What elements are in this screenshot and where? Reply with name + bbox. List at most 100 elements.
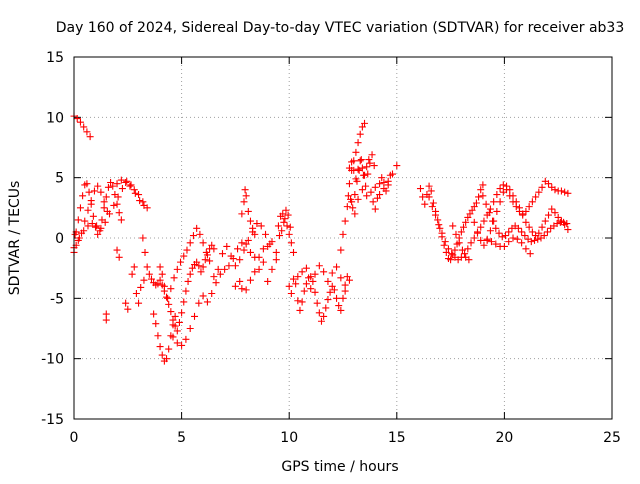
y-tick-label: 5 bbox=[55, 171, 64, 187]
data-point bbox=[564, 226, 572, 234]
data-point bbox=[486, 205, 494, 213]
data-point bbox=[202, 248, 210, 256]
data-point bbox=[117, 176, 125, 184]
data-point bbox=[455, 239, 463, 247]
data-point bbox=[214, 265, 222, 273]
data-point bbox=[284, 211, 292, 219]
data-point bbox=[317, 317, 325, 325]
data-point bbox=[538, 183, 546, 191]
data-point bbox=[509, 234, 517, 242]
data-point bbox=[561, 188, 569, 196]
data-point bbox=[527, 238, 535, 246]
data-point bbox=[361, 171, 369, 179]
data-point bbox=[564, 189, 572, 197]
data-point bbox=[259, 245, 267, 253]
data-point bbox=[515, 204, 523, 212]
data-point bbox=[97, 224, 105, 232]
data-point bbox=[216, 270, 224, 278]
data-point bbox=[470, 203, 478, 211]
data-point bbox=[191, 312, 199, 320]
data-point bbox=[393, 162, 401, 170]
data-point bbox=[132, 290, 140, 298]
data-point bbox=[180, 252, 188, 260]
data-point bbox=[311, 270, 319, 278]
data-point bbox=[461, 250, 469, 258]
data-point bbox=[337, 246, 345, 254]
data-point bbox=[427, 187, 435, 195]
data-point bbox=[337, 274, 345, 282]
data-point bbox=[553, 220, 561, 228]
data-point bbox=[496, 185, 504, 193]
data-point bbox=[311, 288, 319, 296]
data-point bbox=[348, 158, 356, 166]
data-point bbox=[122, 178, 130, 186]
data-point bbox=[127, 181, 135, 189]
data-point bbox=[505, 228, 513, 236]
data-point bbox=[532, 193, 540, 201]
data-point bbox=[208, 241, 216, 249]
data-point bbox=[238, 210, 246, 218]
data-point bbox=[225, 262, 233, 270]
data-point bbox=[480, 217, 488, 225]
data-point bbox=[257, 222, 265, 230]
data-point bbox=[276, 232, 284, 240]
data-point bbox=[102, 193, 110, 201]
y-tick-label: -10 bbox=[41, 352, 64, 368]
data-point bbox=[367, 188, 375, 196]
data-point bbox=[117, 216, 125, 224]
data-point bbox=[298, 268, 306, 276]
data-point bbox=[164, 294, 172, 302]
x-tick-label: 20 bbox=[495, 430, 513, 446]
data-point bbox=[479, 181, 487, 189]
data-point bbox=[486, 227, 494, 235]
data-point bbox=[246, 217, 254, 225]
data-point bbox=[477, 186, 485, 194]
data-point bbox=[154, 280, 162, 288]
data-point bbox=[320, 312, 328, 320]
data-point bbox=[188, 264, 196, 272]
data-point bbox=[335, 302, 343, 310]
data-point bbox=[560, 218, 568, 226]
data-point bbox=[156, 263, 164, 271]
data-point bbox=[458, 246, 466, 254]
data-point bbox=[376, 180, 384, 188]
data-point bbox=[354, 139, 362, 147]
data-point bbox=[76, 118, 84, 126]
data-point bbox=[189, 232, 197, 240]
data-point bbox=[246, 248, 254, 256]
data-point bbox=[493, 191, 501, 199]
data-point bbox=[182, 335, 190, 343]
data-point bbox=[535, 229, 543, 237]
data-point bbox=[223, 242, 231, 250]
data-point bbox=[444, 245, 452, 253]
data-point bbox=[255, 265, 263, 273]
data-point bbox=[107, 178, 115, 186]
data-point bbox=[333, 263, 341, 271]
data-point bbox=[242, 286, 250, 294]
data-point bbox=[371, 183, 379, 191]
data-point bbox=[442, 248, 450, 256]
data-point bbox=[264, 242, 272, 250]
data-point bbox=[113, 246, 121, 254]
data-point bbox=[447, 256, 455, 264]
data-point bbox=[429, 199, 437, 207]
chart-title: Day 160 of 2024, Sidereal Day-to-day VTE… bbox=[56, 20, 625, 36]
data-point bbox=[130, 263, 138, 271]
data-point bbox=[171, 312, 179, 320]
data-point bbox=[173, 327, 181, 335]
data-point bbox=[370, 162, 378, 170]
data-point bbox=[557, 187, 565, 195]
data-point bbox=[333, 294, 341, 302]
data-point bbox=[369, 198, 377, 206]
data-point bbox=[143, 204, 151, 212]
data-point bbox=[170, 274, 178, 282]
data-point bbox=[425, 182, 433, 190]
data-point bbox=[512, 198, 520, 206]
data-point bbox=[465, 256, 473, 264]
data-point bbox=[350, 166, 358, 174]
data-point bbox=[262, 230, 270, 238]
data-point bbox=[109, 182, 117, 190]
